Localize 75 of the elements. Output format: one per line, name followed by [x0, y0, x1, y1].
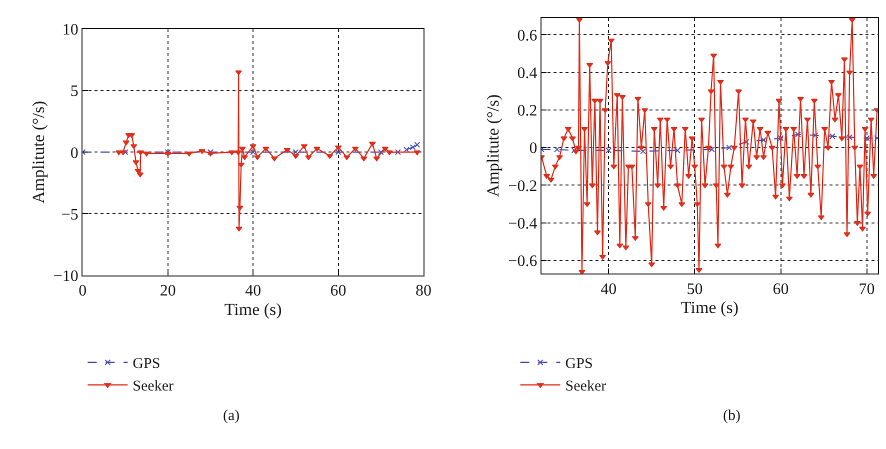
text: (a): [223, 408, 240, 424]
point: [132, 160, 140, 165]
point: [207, 152, 214, 156]
point: [236, 226, 242, 232]
point: [305, 155, 312, 160]
text: (b): [723, 408, 740, 424]
point: [864, 135, 870, 142]
y-tick-label: −0.2: [508, 178, 538, 195]
point: [394, 149, 401, 156]
point: [250, 149, 256, 156]
x-axis-title: Time (s): [681, 298, 738, 318]
point: [335, 149, 342, 156]
point: [640, 148, 646, 154]
point: [674, 147, 680, 154]
y-tick-label: 0.6: [517, 27, 538, 44]
point: [606, 147, 612, 154]
point: [198, 149, 206, 154]
point: [794, 131, 801, 138]
point: [846, 134, 853, 140]
point: [571, 147, 578, 154]
point: [241, 155, 248, 160]
legend-label: Seeker: [132, 378, 174, 395]
point: [554, 146, 560, 152]
point: [812, 132, 818, 138]
point: [334, 145, 342, 150]
point: [829, 133, 836, 140]
legend-label: GPS: [132, 356, 160, 372]
y-axis-title: Amplitute (°/s): [28, 100, 48, 204]
point: [164, 149, 171, 156]
legend-label: Seeker: [565, 378, 606, 395]
y-tick-label: −10: [53, 268, 78, 285]
point: [369, 142, 376, 147]
x-tick-label: 60: [772, 280, 789, 298]
y-tick-label: −5: [61, 206, 78, 224]
y-tick-label: 0: [529, 140, 538, 158]
point: [343, 155, 350, 160]
y-tick-label: −0.6: [508, 252, 538, 270]
y-axis-title: Amplitute (°/s): [484, 94, 503, 197]
point: [708, 146, 715, 152]
y-tick-label: 0.4: [517, 64, 538, 82]
point: [235, 70, 242, 76]
point: [378, 149, 384, 156]
x-tick-label: 80: [416, 282, 432, 300]
point: [236, 206, 244, 211]
legend-label: GPS: [565, 356, 593, 372]
point: [120, 150, 127, 156]
point: [250, 144, 256, 149]
point: [414, 150, 421, 156]
x-tick-label: 20: [160, 282, 176, 300]
x-tick-label: 40: [600, 280, 617, 298]
y-tick-label: 10: [62, 22, 78, 39]
point: [143, 152, 150, 156]
point: [254, 155, 261, 160]
point: [760, 137, 767, 144]
x-tick-label: 60: [330, 282, 346, 300]
point: [743, 138, 750, 145]
point: [386, 150, 393, 156]
y-tick-label: 5: [70, 83, 78, 100]
y-tick-label: 0.2: [517, 102, 538, 120]
point: [234, 150, 242, 156]
x-axis-title: Time (s): [224, 300, 282, 319]
x-tick-label: 50: [686, 280, 703, 298]
y-tick-label: −0.4: [508, 215, 538, 232]
x-tick-label: 70: [858, 280, 875, 298]
point: [778, 135, 784, 142]
point: [314, 146, 320, 152]
point: [284, 148, 291, 153]
point: [137, 150, 144, 156]
point: [239, 146, 246, 152]
y-tick-label: 0: [70, 144, 78, 162]
point: [228, 150, 236, 156]
point: [134, 168, 142, 174]
point: [726, 144, 732, 151]
point: [271, 156, 278, 162]
x-tick-label: 40: [245, 282, 262, 300]
